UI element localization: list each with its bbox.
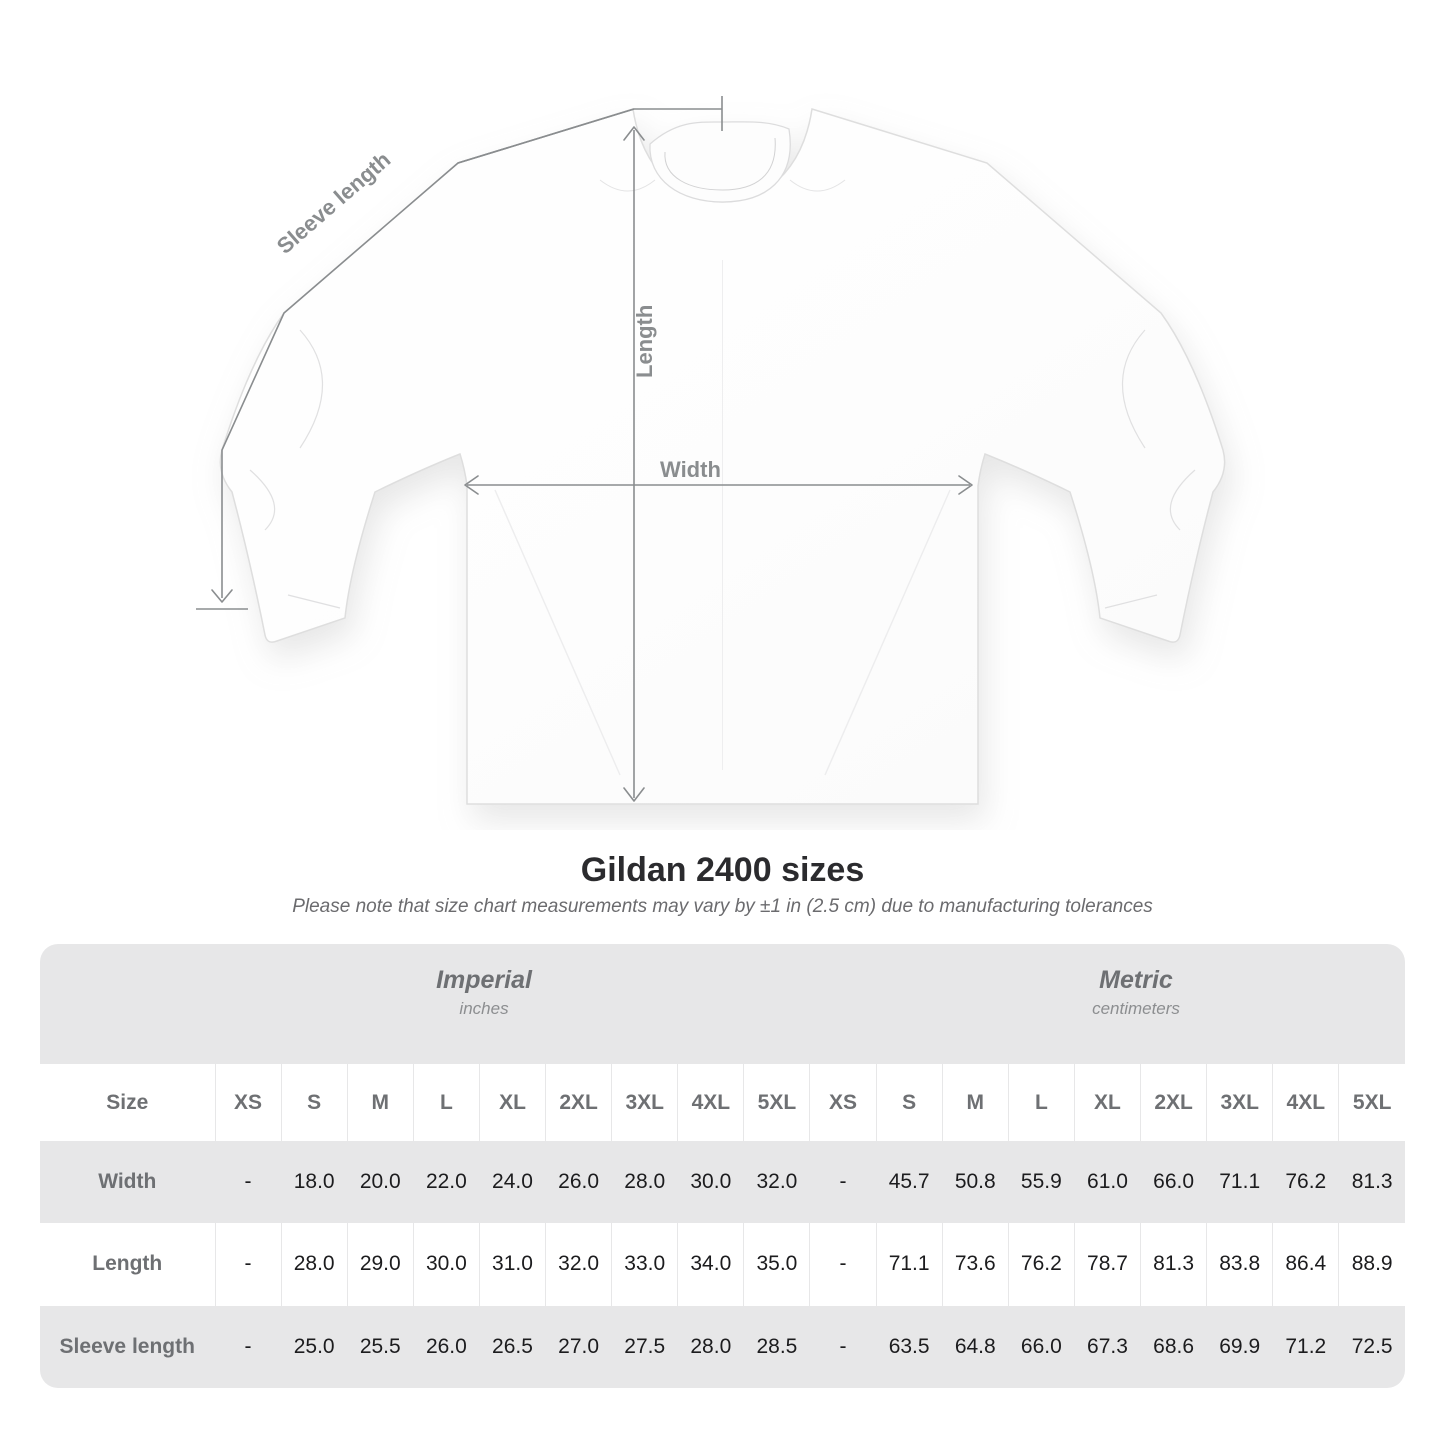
svg-text:Length: Length [632,305,657,378]
svg-text:Width: Width [660,457,721,482]
